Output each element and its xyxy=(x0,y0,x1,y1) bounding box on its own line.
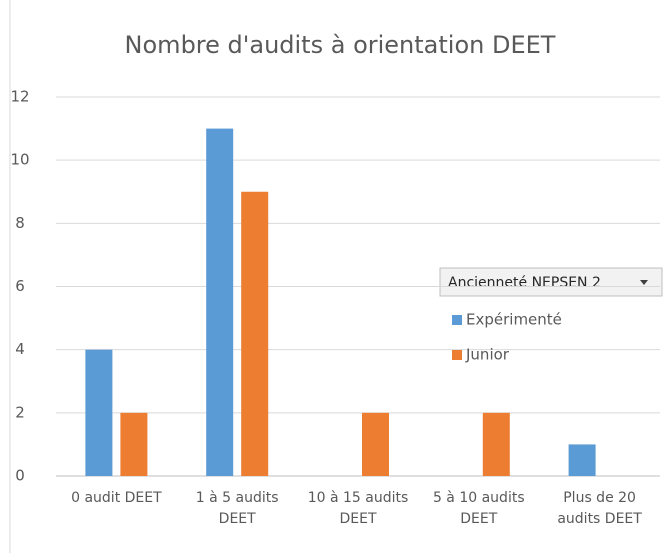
bar xyxy=(206,128,234,477)
x-tick-label: 10 à 15 audits DEET xyxy=(307,490,409,527)
legend-filter-button[interactable]: Ancienneté NEPSEN 2 xyxy=(439,267,663,297)
x-tick-label: 1 à 5 audits DEET xyxy=(195,490,279,527)
legend-swatch xyxy=(452,315,462,325)
bar xyxy=(85,349,113,476)
bar xyxy=(568,444,596,476)
bar xyxy=(120,412,148,476)
legend-title[interactable]: Ancienneté NEPSEN 2 xyxy=(448,275,601,291)
legend-label: Expérimenté xyxy=(466,311,562,329)
dropdown-arrow[interactable] xyxy=(640,280,648,285)
y-tick-label: 2 xyxy=(15,403,25,421)
y-tick-label: 4 xyxy=(15,340,25,358)
x-tick-label: Plus de 20 audits DEET xyxy=(557,490,642,527)
chart-title: Nombre d'audits à orientation DEET xyxy=(125,31,556,59)
filter-box[interactable] xyxy=(439,267,663,297)
bar xyxy=(482,412,510,476)
y-tick-label: 0 xyxy=(15,467,25,485)
bar xyxy=(241,191,269,476)
y-tick-label: 12 xyxy=(10,88,29,106)
x-tick-label: 0 audit DEET xyxy=(71,490,162,506)
bar xyxy=(362,412,389,476)
legend-label: Junior xyxy=(465,346,510,364)
x-tick-label: 5 à 10 audits DEET xyxy=(432,490,525,527)
y-tick-label: 6 xyxy=(15,277,25,295)
y-tick-label: 10 xyxy=(10,151,29,169)
y-tick-label: 8 xyxy=(15,214,25,232)
legend-swatch xyxy=(452,350,462,360)
